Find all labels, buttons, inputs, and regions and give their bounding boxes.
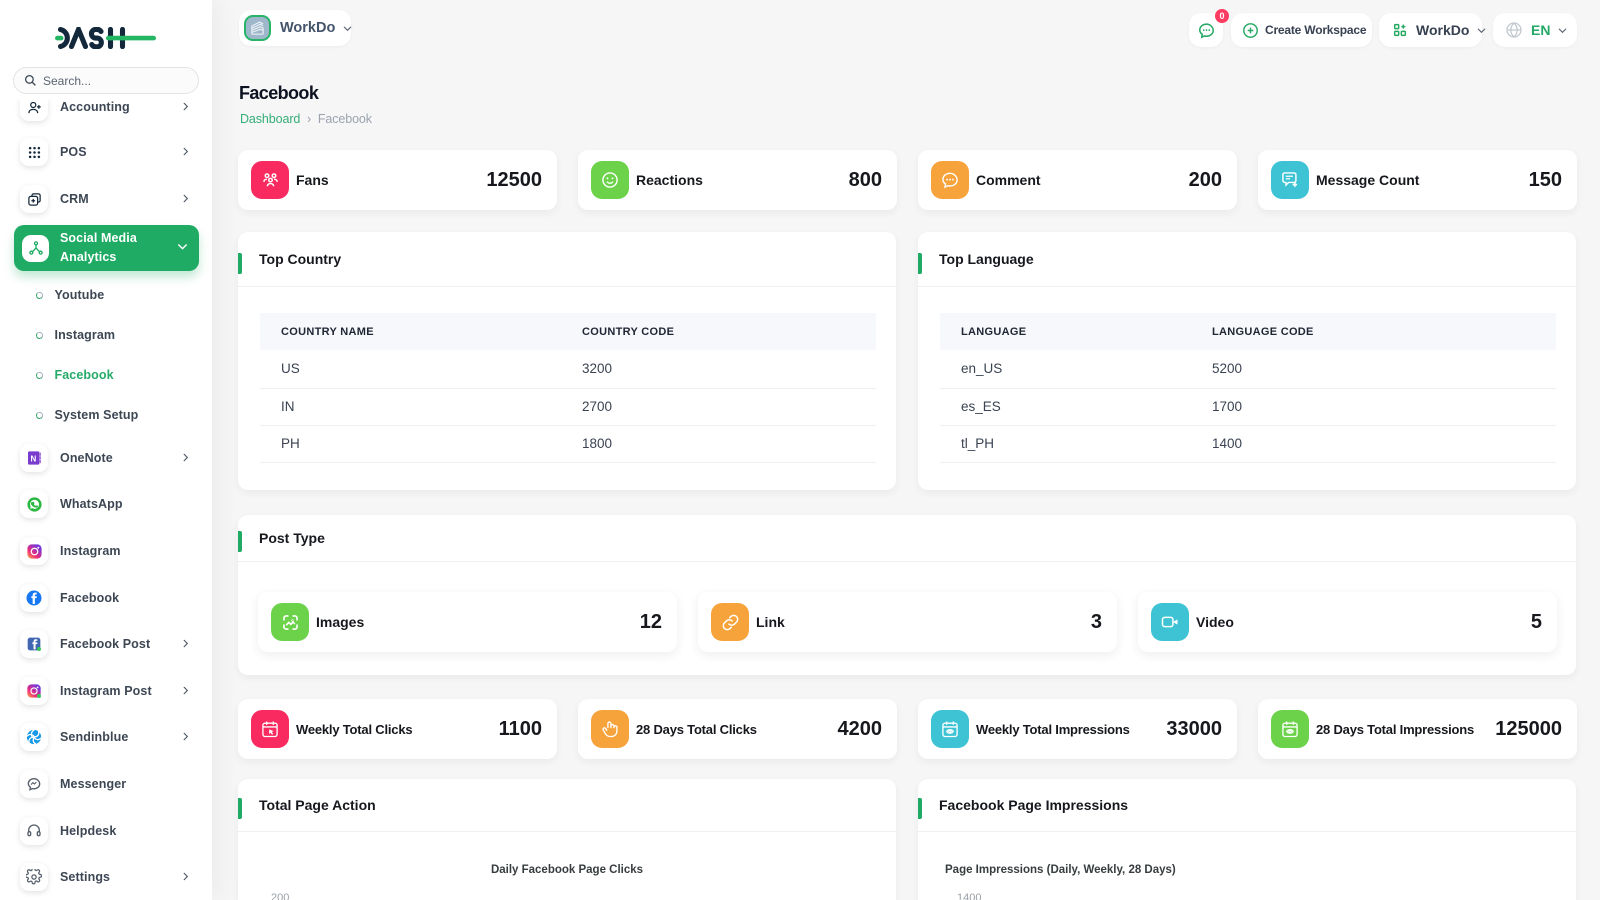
svg-text:N: N <box>30 454 36 463</box>
